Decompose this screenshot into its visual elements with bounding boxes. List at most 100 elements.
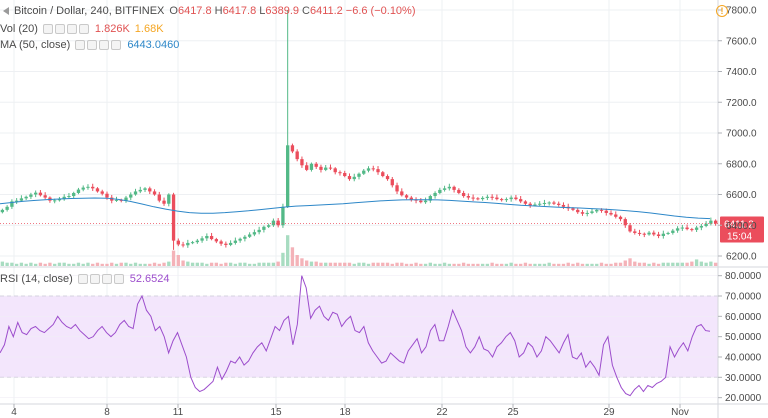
candle [428, 194, 432, 203]
volume-bar [262, 262, 266, 266]
volume-bar [471, 263, 475, 266]
ohlc-high: H6417.8 [214, 5, 257, 17]
more-icon[interactable] [113, 274, 124, 284]
candle [176, 238, 180, 247]
candle [124, 195, 128, 203]
settings-icon[interactable] [54, 24, 65, 34]
candle [91, 183, 95, 191]
candle [519, 196, 523, 204]
volume-bar [200, 262, 204, 266]
volume-bar [671, 262, 675, 266]
close-icon[interactable] [99, 40, 110, 50]
rsi-line [0, 275, 711, 397]
candle-body [138, 189, 142, 192]
candle-body [557, 203, 561, 205]
candle-body [152, 191, 157, 195]
volume-bar [152, 262, 157, 266]
volume-bar [162, 262, 166, 266]
collapse-legend-icon[interactable] [3, 7, 9, 15]
volume-bar [305, 260, 309, 266]
volume-bar [371, 262, 375, 266]
price-tick-label: 7200.0 [726, 98, 757, 109]
candle-body [490, 196, 494, 198]
candle-body [24, 196, 28, 199]
volume-bar [100, 263, 104, 266]
volume-bar [442, 262, 447, 266]
candle [95, 187, 100, 193]
candle-body [647, 232, 651, 235]
volume-bar [642, 262, 646, 266]
price-tick-label: 7800.0 [726, 6, 757, 17]
candle [343, 170, 347, 178]
price-tick-label: 6200.0 [726, 252, 757, 263]
candle-body [114, 199, 119, 201]
candle-body [19, 198, 24, 201]
candle-body [538, 203, 542, 205]
volume-bar [542, 263, 547, 266]
candle-body [571, 208, 575, 210]
price-change: −6.6 (−0.10%) [345, 5, 416, 17]
candle-body [143, 188, 147, 190]
volume-bar [338, 262, 342, 266]
volume-bar [423, 263, 428, 266]
volume-bar [148, 263, 152, 266]
ma-series [0, 197, 711, 220]
volume-bar [495, 263, 499, 266]
candle-body [661, 233, 665, 237]
volume-bar [276, 261, 280, 266]
volume-bar [205, 263, 209, 266]
volume-bar [419, 263, 423, 266]
volume-bar [514, 263, 518, 266]
candle-body [190, 242, 195, 244]
candle-body [305, 165, 309, 170]
volume-bar [585, 263, 589, 266]
close-icon[interactable] [101, 274, 112, 284]
candle [476, 197, 480, 201]
eye-icon[interactable] [75, 40, 86, 50]
volume-bar [713, 262, 718, 266]
candle [538, 201, 542, 207]
candle-body [271, 220, 276, 226]
volume-bar [181, 260, 185, 266]
candle-body [29, 194, 33, 197]
volume-bar [595, 263, 599, 266]
time-tick-label: 4 [11, 407, 17, 418]
rsi-tick-label: 50.0000 [725, 332, 762, 343]
more-icon[interactable] [78, 24, 89, 34]
settings-icon[interactable] [87, 40, 98, 50]
candle [395, 182, 399, 195]
ohlc-open: O6417.8 [169, 5, 212, 17]
candle-body [628, 225, 632, 232]
more-icon[interactable] [111, 40, 122, 50]
candle-body [300, 159, 304, 166]
volume-bar [295, 255, 299, 266]
volume-bar [238, 262, 242, 266]
close-icon[interactable] [66, 24, 77, 34]
candle [480, 196, 485, 201]
volume-bar [333, 262, 337, 266]
candle-body [76, 189, 81, 193]
candle-body [100, 191, 104, 194]
candle-body [281, 206, 285, 226]
candle-body [447, 186, 452, 189]
eye-icon[interactable] [77, 274, 88, 284]
volume-bar [190, 262, 195, 266]
candle [205, 233, 209, 241]
volume-bar [72, 263, 76, 266]
eye-icon[interactable] [42, 24, 53, 34]
alert-icon[interactable]: ! [716, 5, 728, 17]
candle [652, 230, 656, 237]
candle-body [480, 197, 485, 200]
candle [157, 191, 161, 203]
candle-body [590, 211, 594, 213]
candle [43, 192, 47, 200]
candle-body [10, 201, 14, 207]
candle-body [347, 176, 352, 180]
rsi-tick-label: 30.0000 [725, 373, 762, 384]
candle [181, 241, 185, 248]
volume-value-1: 1.826K [94, 23, 130, 35]
settings-icon[interactable] [89, 274, 100, 284]
candle [471, 194, 475, 201]
